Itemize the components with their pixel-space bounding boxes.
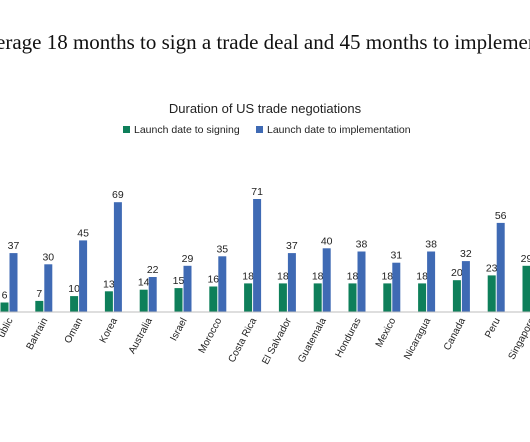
- value-label-signing-6: 16: [207, 274, 219, 286]
- value-label-implementation-11: 31: [390, 250, 402, 262]
- category-label-1: Bahrain: [25, 316, 51, 352]
- value-label-implementation-1: 30: [42, 251, 54, 263]
- legend-swatch-signing: [123, 126, 130, 133]
- chart-title: Duration of US trade negotiations: [169, 101, 362, 116]
- category-label-14: Peru: [483, 316, 503, 340]
- bar-signing-15: [522, 265, 530, 312]
- bar-implementation-1: [44, 264, 53, 312]
- value-label-signing-0: 6: [2, 290, 8, 302]
- value-label-signing-10: 18: [347, 270, 359, 282]
- bar-signing-8: [278, 283, 287, 312]
- bar-signing-7: [244, 283, 253, 312]
- bar-implementation-7: [253, 199, 262, 312]
- category-label-15: Singapore: [507, 316, 530, 362]
- value-label-signing-2: 10: [68, 283, 80, 295]
- value-label-signing-15: 29: [521, 253, 530, 265]
- category-label-9: Guatemala: [296, 316, 329, 365]
- category-label-7: Costa Rica: [227, 316, 260, 365]
- bar-implementation-2: [79, 240, 88, 312]
- value-label-signing-8: 18: [277, 270, 289, 282]
- bar-signing-12: [418, 283, 427, 312]
- value-label-signing-3: 13: [103, 278, 115, 290]
- bar-signing-1: [35, 300, 44, 312]
- bar-implementation-4: [148, 277, 157, 312]
- value-label-implementation-9: 40: [321, 235, 333, 247]
- bar-signing-9: [313, 283, 322, 312]
- bar-implementation-3: [113, 202, 122, 312]
- value-label-implementation-13: 32: [460, 248, 472, 260]
- value-label-signing-1: 7: [36, 288, 42, 300]
- value-label-implementation-7: 71: [251, 186, 263, 198]
- bar-signing-11: [383, 283, 392, 312]
- bar-signing-6: [209, 286, 218, 312]
- bar-implementation-6: [218, 256, 227, 312]
- category-label-0: ublic: [0, 316, 16, 339]
- bar-implementation-12: [427, 251, 436, 312]
- bar-implementation-10: [357, 251, 366, 312]
- category-label-6: Morocco: [197, 316, 225, 355]
- legend-label-signing: Launch date to signing: [134, 124, 240, 136]
- bar-signing-14: [487, 275, 496, 312]
- category-label-8: El Salvador: [260, 316, 294, 367]
- bar-implementation-14: [496, 222, 505, 312]
- bar-signing-5: [174, 288, 183, 312]
- value-label-signing-14: 23: [486, 262, 498, 274]
- bar-implementation-0: [9, 253, 18, 312]
- bar-signing-10: [348, 283, 357, 312]
- value-label-signing-12: 18: [416, 270, 428, 282]
- bar-signing-0: [0, 302, 9, 312]
- bar-signing-13: [452, 280, 461, 312]
- bar-implementation-9: [322, 248, 331, 312]
- value-label-implementation-12: 38: [425, 239, 437, 251]
- category-label-3: Korea: [98, 316, 120, 345]
- page-headline: erage 18 months to sign a trade deal and…: [0, 30, 530, 54]
- category-label-4: Australia: [127, 316, 155, 356]
- bar-implementation-13: [461, 261, 470, 312]
- bar-implementation-5: [183, 265, 192, 312]
- value-label-signing-4: 14: [138, 277, 150, 289]
- category-label-13: Canada: [442, 316, 468, 352]
- value-label-signing-5: 15: [173, 275, 185, 287]
- value-label-implementation-3: 69: [112, 189, 124, 201]
- category-label-5: Israel: [168, 316, 189, 343]
- category-label-2: Oman: [63, 316, 85, 345]
- value-label-implementation-10: 38: [356, 239, 368, 251]
- category-label-12: Nicaragua: [402, 316, 433, 362]
- value-label-signing-11: 18: [381, 270, 393, 282]
- bar-implementation-8: [287, 253, 296, 312]
- category-label-11: Mexico: [374, 316, 399, 350]
- bar-signing-4: [139, 289, 148, 312]
- value-label-implementation-6: 35: [216, 243, 228, 255]
- category-label-10: Honduras: [334, 316, 364, 359]
- value-label-signing-9: 18: [312, 270, 324, 282]
- legend-swatch-implementation: [256, 126, 263, 133]
- value-label-implementation-4: 22: [147, 264, 159, 276]
- bar-implementation-11: [392, 262, 401, 312]
- value-label-signing-13: 20: [451, 267, 463, 279]
- value-label-implementation-0: 37: [8, 240, 20, 252]
- category-labels: ublic Bahrain Oman Korea Australia Israel Moro…: [0, 316, 530, 367]
- value-label-implementation-2: 45: [77, 227, 89, 239]
- value-label-signing-7: 18: [242, 270, 254, 282]
- bar-signing-2: [70, 296, 79, 312]
- value-label-implementation-5: 29: [182, 253, 194, 265]
- legend-label-implementation: Launch date to implementation: [267, 124, 411, 136]
- value-label-implementation-14: 56: [495, 210, 507, 222]
- bar-signing-3: [104, 291, 113, 312]
- value-label-implementation-8: 37: [286, 240, 298, 252]
